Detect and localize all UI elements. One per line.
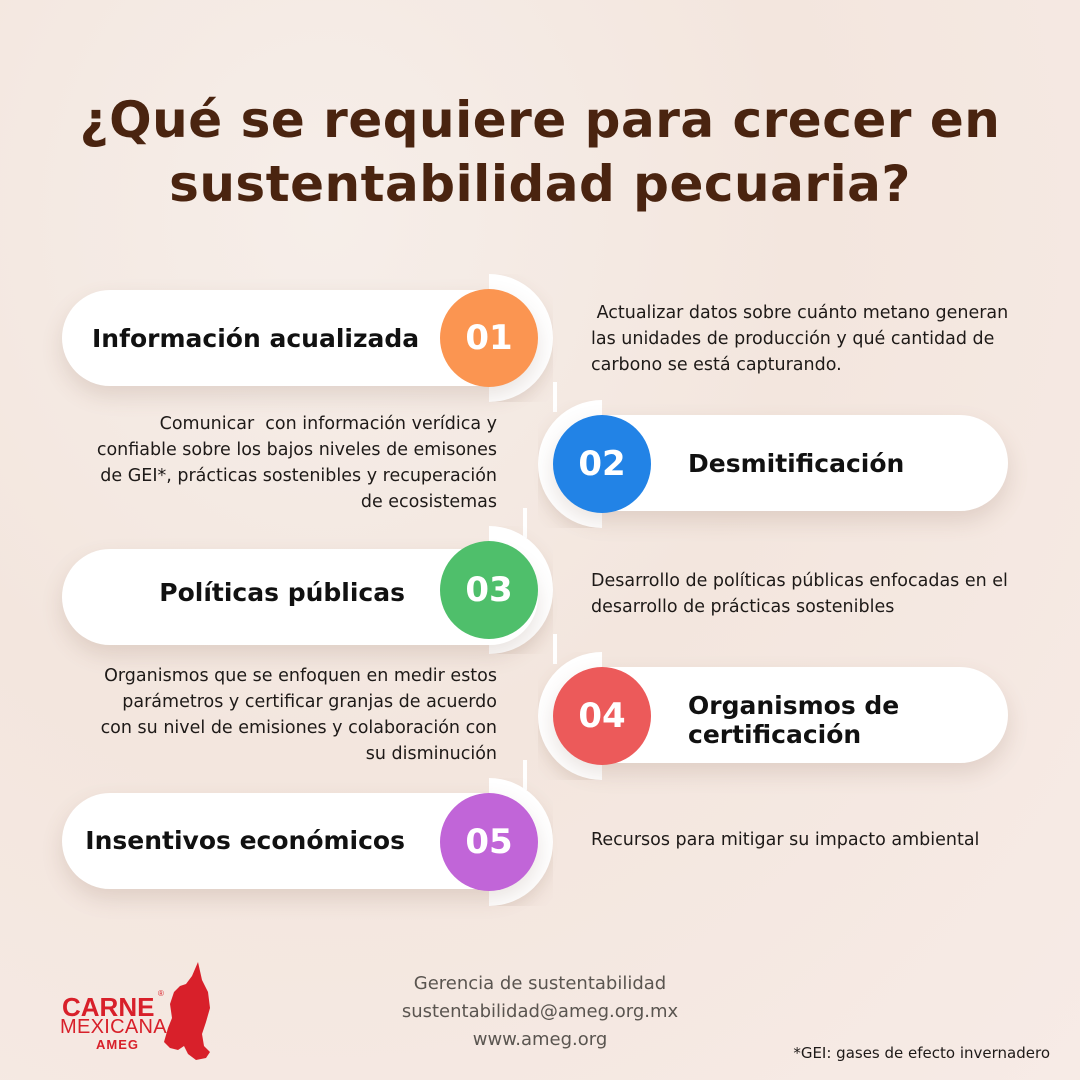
step-5-description: Recursos para mitigar su impacto ambient… bbox=[591, 830, 980, 850]
logo-word-ameg: AMEG bbox=[96, 1037, 139, 1052]
step-5-number-badge: 05 bbox=[440, 793, 538, 891]
step-3-number-badge: 03 bbox=[440, 541, 538, 639]
logo-word-mexicana: MEXICANA bbox=[60, 1016, 167, 1038]
step-4-label: Organismos de certificación bbox=[688, 691, 900, 749]
step-2-number-badge: 02 bbox=[553, 415, 651, 513]
step-3-description: Desarrollo de políticas públicas enfocad… bbox=[591, 571, 1008, 617]
logo-registered-mark: ® bbox=[158, 989, 164, 998]
step-1-label: Información acualizada bbox=[92, 324, 420, 353]
step-4-description: Organismos que se enfoquen en medir esto… bbox=[100, 666, 497, 764]
step-1-description: Actualizar datos sobre cuánto metano gen… bbox=[591, 303, 1014, 375]
footer-contact: Gerencia de sustentabilidad sustentabili… bbox=[330, 970, 750, 1054]
cow-silhouette-icon bbox=[164, 962, 210, 1060]
step-4-number-badge: 04 bbox=[553, 667, 651, 765]
step-1-number-badge: 01 bbox=[440, 289, 538, 387]
footer-department: Gerencia de sustentabilidad bbox=[413, 973, 667, 994]
footer-email[interactable]: sustentabilidad@ameg.org.mx bbox=[401, 1001, 679, 1022]
step-2-description: Comunicar con información verídica y con… bbox=[96, 414, 503, 512]
connector-3-4 bbox=[553, 634, 557, 664]
footer-website[interactable]: www.ameg.org bbox=[472, 1029, 608, 1050]
step-3-label: Políticas públicas bbox=[159, 578, 405, 607]
logo-word-carne: CARNE bbox=[62, 992, 155, 1022]
connector-4-5 bbox=[523, 760, 527, 790]
step-5-label: Insentivos económicos bbox=[85, 826, 405, 855]
footnote: *GEI: gases de efecto invernadero bbox=[793, 1044, 1050, 1062]
step-2-label: Desmitificación bbox=[688, 449, 905, 478]
connector-1-2 bbox=[553, 382, 557, 412]
connector-2-3 bbox=[523, 508, 527, 538]
carne-mexicana-logo: CARNE ® MEXICANA AMEG bbox=[60, 962, 220, 1062]
page-title: ¿Qué se requiere para crecer en sustenta… bbox=[79, 91, 1001, 213]
